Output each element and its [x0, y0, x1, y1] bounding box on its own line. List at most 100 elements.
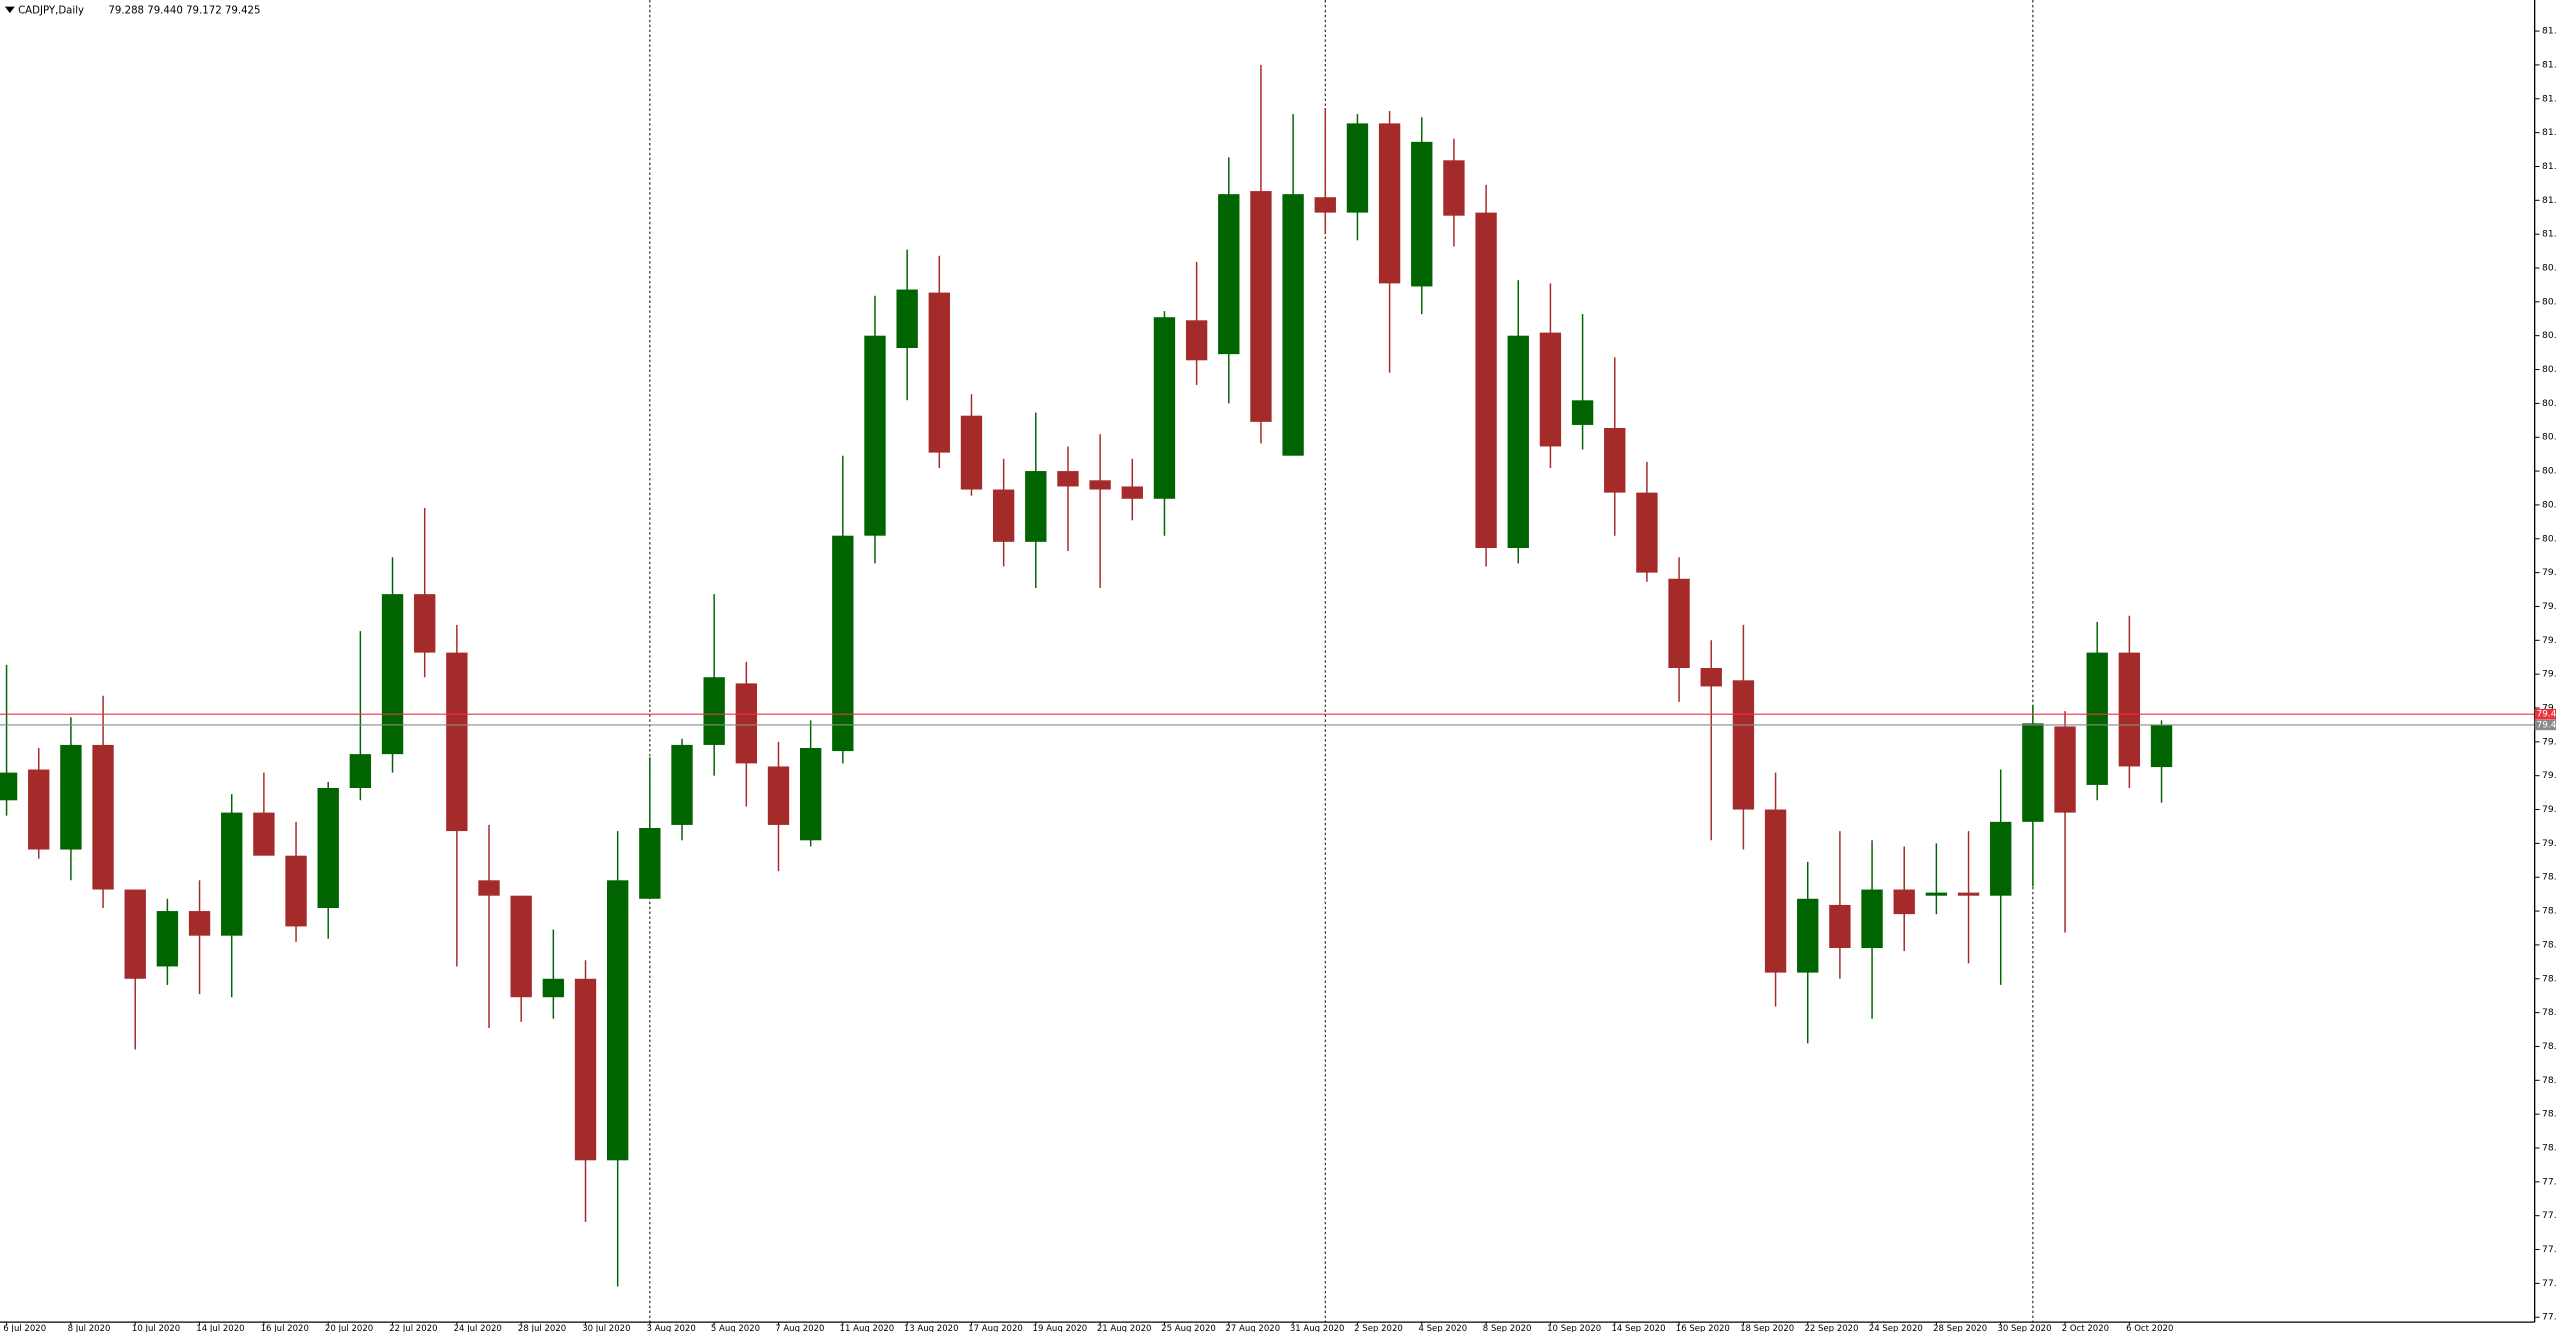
y-tick-label: 79.700 [2542, 635, 2556, 646]
candle-body [864, 335, 886, 536]
y-tick-label: 77.610 [2542, 1278, 2556, 1289]
x-tick-label: 17 Aug 2020 [968, 1324, 1023, 1332]
header-icon [4, 6, 15, 14]
y-tick-label: 79.480 [2542, 702, 2556, 713]
candle-body [1732, 680, 1755, 810]
candle-body [960, 415, 983, 490]
y-tick-label: 80.580 [2542, 364, 2556, 375]
y-tick-label: 77.940 [2542, 1176, 2556, 1187]
axes: 81.680 81.570 81.460 81.350 81.240 81.130 81.0… [3, 26, 2556, 1332]
x-tick-label: 2 Sep 2020 [1354, 1324, 1403, 1332]
candle-body [92, 744, 114, 890]
candle-body [1475, 212, 1497, 548]
candle-body [542, 978, 565, 998]
price-label: 79.425 [2537, 720, 2556, 730]
x-tick-label: 20 Jul 2020 [325, 1324, 373, 1332]
candle-body [2054, 726, 2076, 813]
y-tick-label: 80.360 [2542, 432, 2556, 443]
price-label-box [2534, 719, 2556, 731]
y-tick-label: 78.160 [2542, 1109, 2556, 1120]
candle-body [188, 911, 211, 936]
x-tick-label: 22 Sep 2020 [1804, 1324, 1858, 1332]
candle-body [1282, 194, 1304, 456]
candle-body [253, 812, 275, 856]
candle-body [478, 880, 500, 896]
y-tick-label: 81.020 [2542, 229, 2556, 240]
x-tick-label: 16 Sep 2020 [1676, 1324, 1730, 1332]
x-tick-label: 25 Aug 2020 [1161, 1324, 1216, 1332]
candle-body [1539, 332, 1562, 447]
candle-body [671, 744, 693, 825]
y-tick-label: 78.930 [2542, 872, 2556, 883]
candle-body [1797, 898, 1819, 973]
y-tick-label: 80.690 [2542, 330, 2556, 341]
y-tick-label: 78.380 [2542, 1041, 2556, 1052]
y-tick-label: 79.920 [2542, 567, 2556, 578]
y-tick-label: 79.370 [2542, 736, 2556, 747]
candle-body [703, 677, 725, 745]
y-tick-label: 78.270 [2542, 1075, 2556, 1086]
candle-body [1764, 809, 1787, 973]
x-tick-label: 14 Jul 2020 [196, 1324, 244, 1332]
candle-body [1571, 400, 1594, 425]
y-tick-label: 81.350 [2542, 127, 2556, 138]
x-tick-label: 3 Aug 2020 [647, 1324, 696, 1332]
candle-body [0, 772, 18, 801]
candle-body [735, 683, 758, 764]
y-tick-label: 81.130 [2542, 195, 2556, 206]
candle-body [1925, 892, 1948, 896]
y-tick-label: 78.600 [2542, 973, 2556, 984]
y-tick-label: 77.500 [2542, 1312, 2556, 1323]
x-tick-label: 28 Sep 2020 [1933, 1324, 1987, 1332]
candle-body [1057, 471, 1079, 487]
y-tick-label: 79.810 [2542, 601, 2556, 612]
candle-body [1636, 492, 1658, 573]
y-tick-label: 80.030 [2542, 533, 2556, 544]
price-lines [0, 713, 2535, 726]
y-tick-label: 81.570 [2542, 59, 2556, 70]
candle-body [446, 652, 468, 832]
y-tick-label: 77.830 [2542, 1210, 2556, 1221]
candle-body [414, 594, 436, 653]
separators [649, 0, 2034, 1323]
candle-body [1250, 191, 1272, 422]
candle-body [60, 744, 82, 850]
candle-body [381, 594, 404, 755]
x-tick-label: 4 Sep 2020 [1418, 1324, 1467, 1332]
x-tick-label: 31 Aug 2020 [1290, 1324, 1345, 1332]
x-tick-label: 5 Aug 2020 [711, 1324, 760, 1332]
y-tick-label: 79.040 [2542, 838, 2556, 849]
y-tick-label: 79.150 [2542, 804, 2556, 815]
candle-body [2086, 652, 2108, 785]
x-tick-label: 8 Sep 2020 [1483, 1324, 1532, 1332]
x-tick-label: 6 Jul 2020 [3, 1324, 46, 1332]
x-tick-label: 11 Aug 2020 [840, 1324, 895, 1332]
x-tick-label: 21 Aug 2020 [1097, 1324, 1152, 1332]
candle-body [896, 289, 918, 348]
candle-body [1411, 141, 1433, 287]
candle-body [1346, 123, 1369, 213]
candle-body [1025, 471, 1047, 542]
candle-body [1990, 821, 2012, 896]
candle-body [574, 978, 597, 1161]
ohlc-header: 79.288 79.440 79.172 79.425 [108, 6, 260, 17]
candle-body [2150, 724, 2173, 768]
candle-body [928, 292, 950, 453]
candle-body [1089, 480, 1111, 490]
y-tick-label: 78.490 [2542, 1007, 2556, 1018]
candle-body [156, 911, 179, 967]
x-tick-label: 16 Jul 2020 [261, 1324, 309, 1332]
candle-body [2118, 652, 2141, 767]
x-tick-label: 7 Aug 2020 [775, 1324, 824, 1332]
candle-body [1604, 427, 1626, 493]
candle-body [992, 489, 1015, 542]
candle-body [1185, 320, 1208, 361]
candle-body [1957, 892, 1980, 896]
candle-body [285, 855, 307, 927]
candle-body [1668, 578, 1690, 668]
candle-body [607, 880, 629, 1161]
candle-body [1218, 194, 1240, 355]
candle-body [28, 769, 50, 850]
